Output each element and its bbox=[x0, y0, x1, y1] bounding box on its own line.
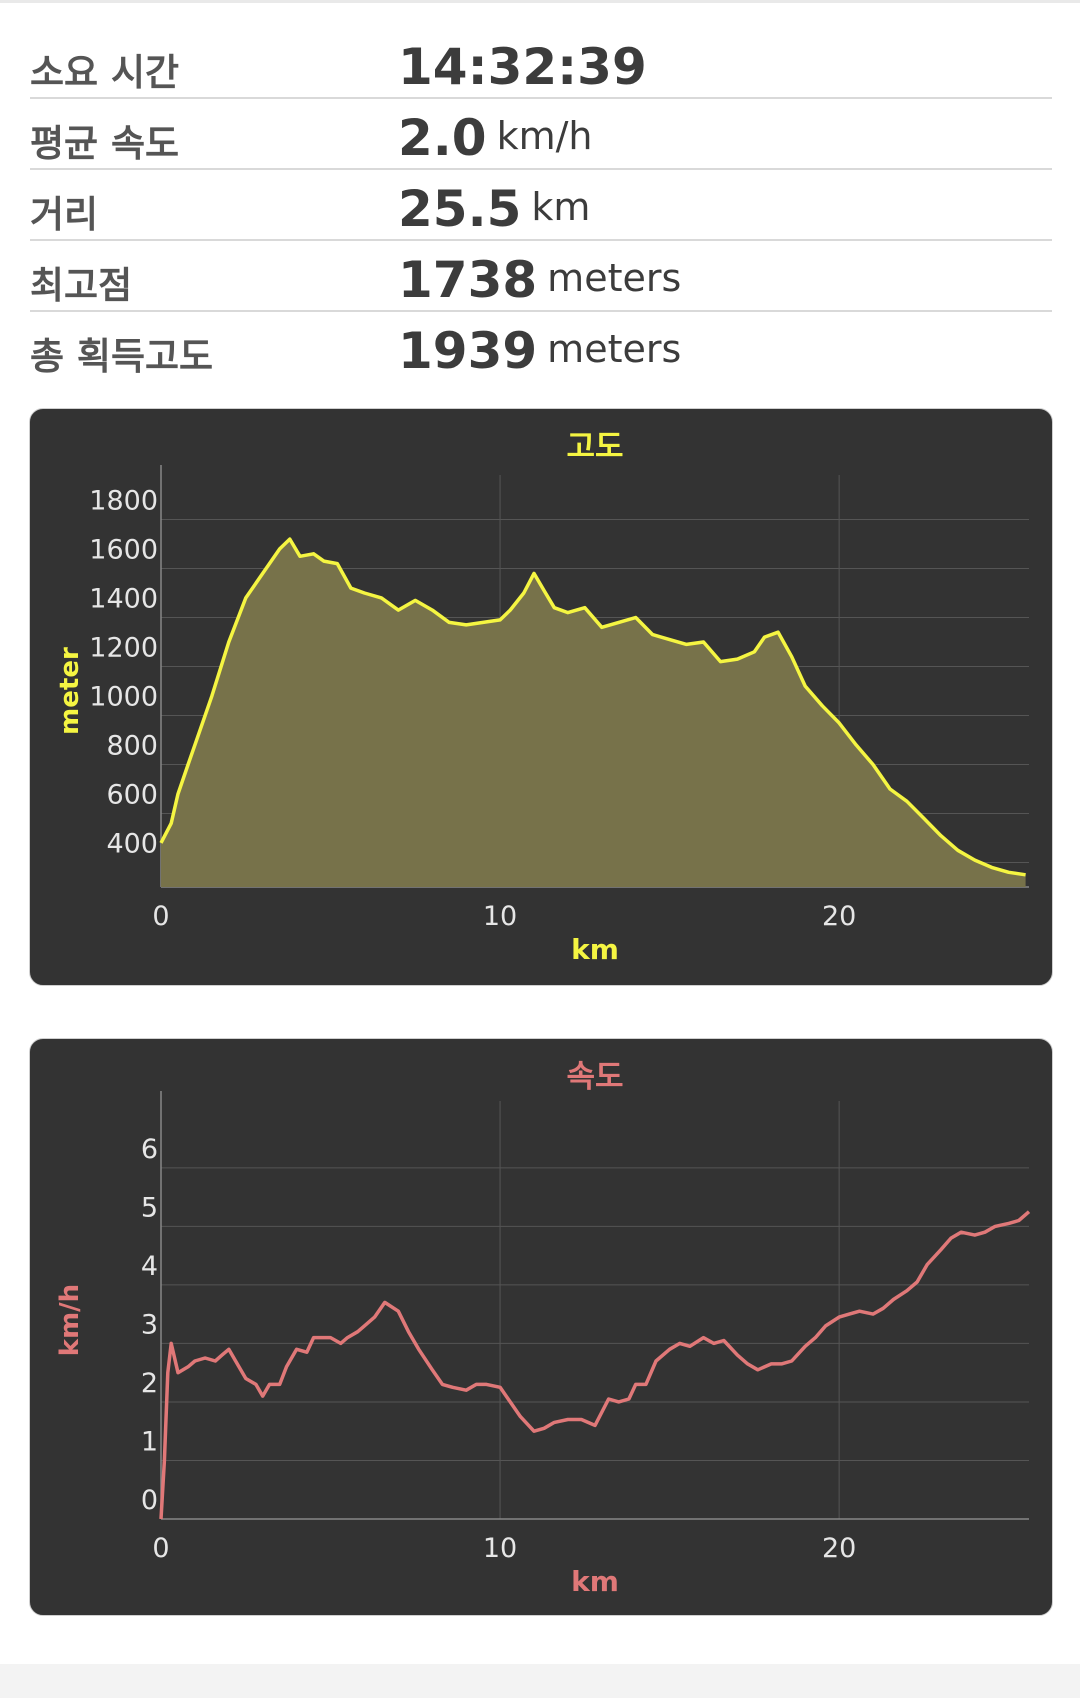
chart-title: 속도 bbox=[566, 1059, 623, 1095]
x-tick-label: 20 bbox=[822, 1533, 856, 1564]
stat-number: 25.5 bbox=[398, 180, 522, 238]
stat-label: 소요 시간 bbox=[30, 51, 180, 94]
top-divider bbox=[0, 0, 1080, 3]
y-tick-label: 1400 bbox=[89, 584, 158, 615]
stat-value: 2.0 km/h bbox=[398, 109, 593, 167]
stat-row-total-ascent: 총 획득고도 1939 meters bbox=[30, 312, 1052, 381]
x-tick-label: 10 bbox=[483, 901, 517, 932]
stat-row-duration: 소요 시간 14:32:39 bbox=[30, 28, 1052, 99]
series-line bbox=[159, 537, 1026, 877]
bottom-bar bbox=[0, 1664, 1080, 1698]
stat-unit: km/h bbox=[496, 114, 593, 158]
stat-label: 최고점 bbox=[30, 264, 133, 307]
speed-chart-panel: 0 1 2 3 4 5 6 0 10 20 속도 km km/h bbox=[29, 1038, 1053, 1616]
stat-unit: meters bbox=[547, 256, 682, 300]
stat-row-avg-speed: 평균 속도 2.0 km/h bbox=[30, 99, 1052, 170]
y-tick-label: 1800 bbox=[89, 486, 158, 517]
y-tick-label: 1000 bbox=[89, 682, 158, 713]
altitude-chart: 400 600 800 1000 1200 1400 1600 1800 0 10 20 고도 km me… bbox=[55, 429, 1029, 966]
y-tick-label: 6 bbox=[141, 1134, 158, 1165]
stat-unit: meters bbox=[547, 327, 682, 371]
stat-row-distance: 거리 25.5 km bbox=[30, 170, 1052, 241]
y-tick-label: 800 bbox=[106, 731, 158, 762]
y-axis-label: meter bbox=[55, 647, 85, 735]
stat-row-max-elevation: 최고점 1738 meters bbox=[30, 241, 1052, 312]
x-tick-label: 0 bbox=[152, 901, 169, 932]
x-tick-label: 0 bbox=[152, 1533, 169, 1564]
stat-label: 총 획득고도 bbox=[30, 335, 214, 378]
y-tick-label: 4 bbox=[141, 1251, 158, 1282]
stat-unit: km bbox=[531, 185, 591, 229]
y-axis-label: km/h bbox=[55, 1284, 85, 1356]
stat-number: 14:32:39 bbox=[398, 38, 647, 96]
stat-label: 거리 bbox=[30, 193, 99, 236]
y-tick-label: 600 bbox=[106, 780, 158, 811]
stat-label: 평균 속도 bbox=[30, 122, 180, 165]
stat-value: 1738 meters bbox=[398, 251, 681, 309]
y-tick-label: 0 bbox=[141, 1485, 158, 1516]
y-tick-label: 1200 bbox=[89, 633, 158, 664]
series-line bbox=[159, 1210, 1031, 1520]
y-tick-label: 1 bbox=[141, 1426, 158, 1457]
altitude-chart-panel: 400 600 800 1000 1200 1400 1600 1800 0 10 20 고도 km me… bbox=[29, 408, 1053, 986]
y-tick-label: 400 bbox=[106, 829, 158, 860]
stat-value: 14:32:39 bbox=[398, 38, 647, 96]
y-tick-label: 1600 bbox=[89, 535, 158, 566]
y-tick-label: 2 bbox=[141, 1368, 158, 1399]
y-tick-label: 3 bbox=[141, 1309, 158, 1340]
stat-value: 1939 meters bbox=[398, 322, 681, 380]
x-tick-label: 10 bbox=[483, 1533, 517, 1564]
series-area bbox=[161, 539, 1026, 887]
chart-title: 고도 bbox=[566, 429, 623, 465]
y-tick-label: 5 bbox=[141, 1192, 158, 1223]
summary-stats: 소요 시간 14:32:39 평균 속도 2.0 km/h 거리 25.5 km 최… bbox=[30, 28, 1052, 381]
x-axis-label: km bbox=[571, 933, 619, 966]
stat-value: 25.5 km bbox=[398, 180, 590, 238]
speed-chart: 0 1 2 3 4 5 6 0 10 20 속도 km km/h bbox=[55, 1059, 1031, 1598]
x-axis-label: km bbox=[571, 1565, 619, 1598]
stat-number: 1738 bbox=[398, 251, 538, 309]
x-tick-label: 20 bbox=[822, 901, 856, 932]
stat-number: 1939 bbox=[398, 322, 538, 380]
stat-number: 2.0 bbox=[398, 109, 487, 167]
